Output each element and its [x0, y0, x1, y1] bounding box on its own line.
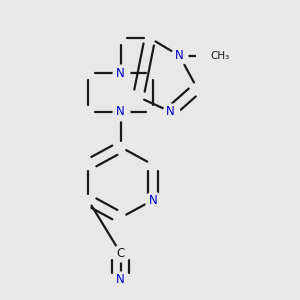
Text: N: N — [116, 273, 125, 286]
Text: CH₃: CH₃ — [210, 51, 230, 61]
Text: N: N — [166, 105, 175, 118]
Text: N: N — [148, 194, 157, 207]
Text: N: N — [116, 105, 125, 118]
Text: N: N — [116, 67, 125, 80]
Text: N: N — [175, 49, 184, 62]
Text: C: C — [116, 247, 125, 260]
